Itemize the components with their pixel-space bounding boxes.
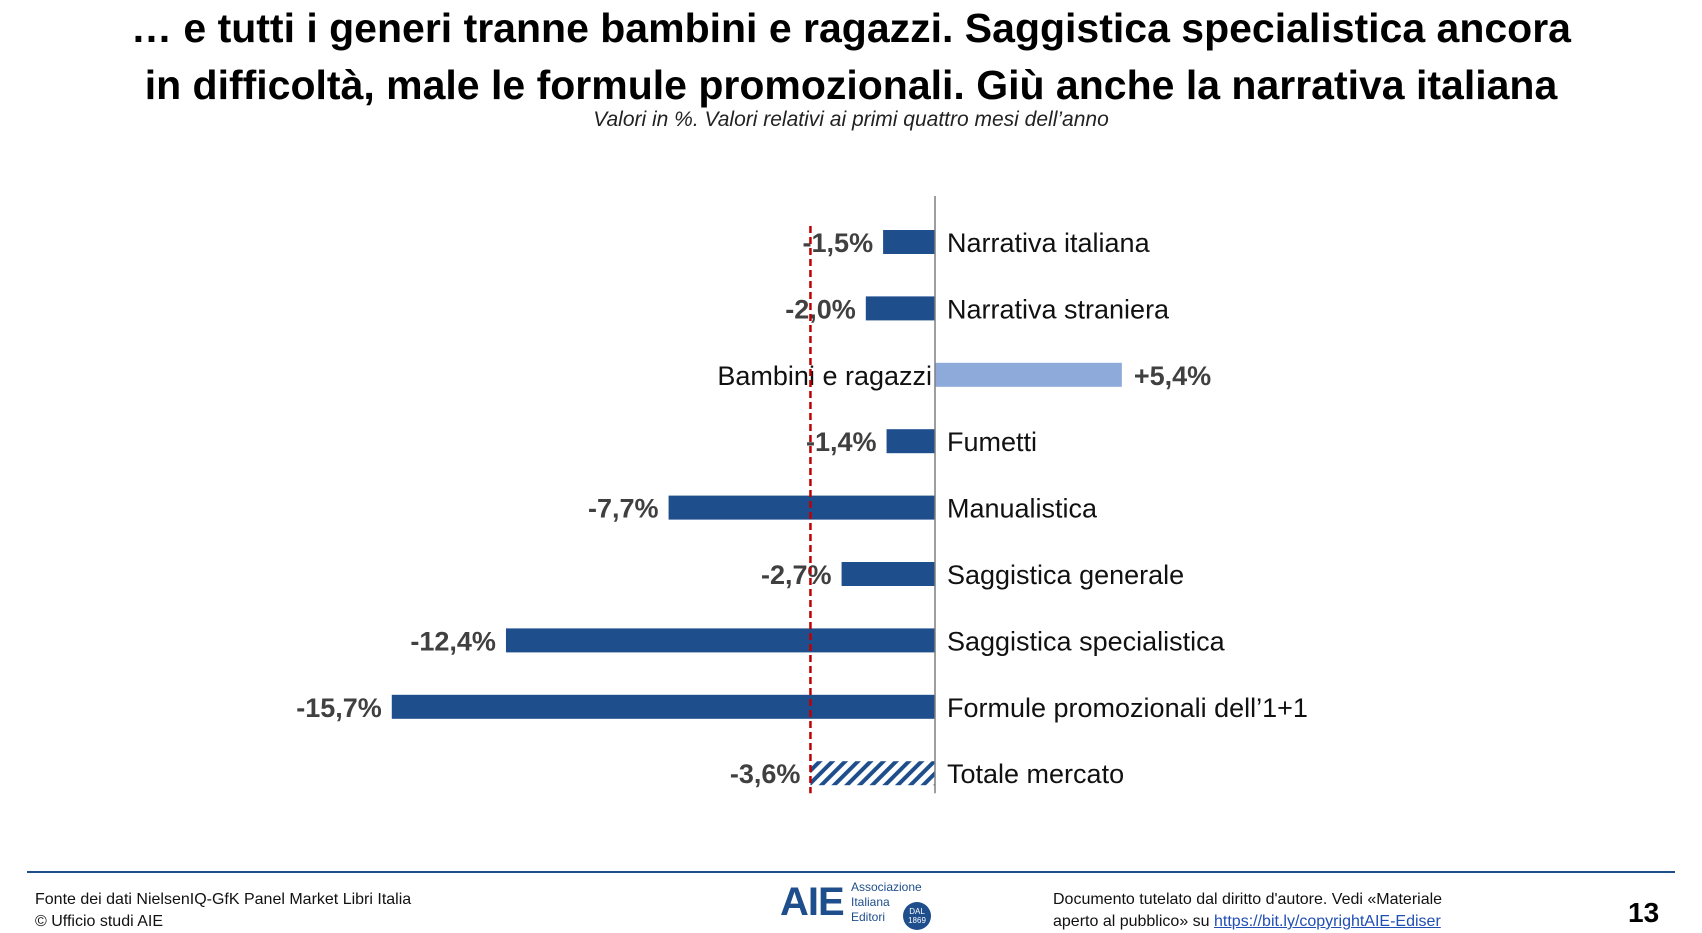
value-label-1: -2,0% — [785, 294, 856, 324]
logo-text: Associazione Italiana Editori — [851, 880, 922, 925]
bar-3 — [886, 429, 935, 454]
bar-1 — [865, 296, 935, 321]
copyright-notice: Documento tutelato dal diritto d'autore.… — [1053, 889, 1442, 933]
title-line-2: in difficoltà, male le formule promozion… — [144, 62, 1558, 108]
page-number: 13 — [1628, 897, 1660, 928]
footer-divider — [27, 871, 1675, 873]
bar-8 — [810, 761, 935, 786]
value-label-5: -2,7% — [761, 560, 832, 590]
aie-logo: AIE Associazione Italiana Editori DAL 18… — [780, 880, 940, 930]
category-label-7: Formule promozionali dell’1+1 — [947, 693, 1308, 723]
category-label-2: Bambini e ragazzi — [717, 361, 932, 391]
bar-4 — [668, 495, 935, 520]
logo-line-1: Associazione — [851, 880, 922, 894]
logo-line-3: Editori — [851, 910, 886, 924]
value-label-3: -1,4% — [806, 427, 877, 457]
footer-source: Fonte dei dati NielsenIQ-GfK Panel Marke… — [35, 889, 411, 933]
category-label-0: Narrativa italiana — [947, 228, 1151, 258]
logo-line-2: Italiana — [851, 895, 890, 909]
page-title: … e tutti i generi tranne bambini e raga… — [0, 0, 1702, 114]
value-label-7: -15,7% — [296, 693, 382, 723]
logo-mark: AIE — [780, 880, 845, 924]
bar-chart: -1,5% Narrativa italiana -2,0% Narrativa st… — [296, 196, 1308, 794]
copyright-line-1: Documento tutelato dal diritto d'autore.… — [1053, 891, 1443, 908]
chart-subtitle: Valori in %. Valori relativi ai primi qu… — [593, 108, 1109, 131]
badge-line-2: 1869 — [908, 916, 926, 925]
badge-line-1: DAL — [909, 907, 925, 916]
category-label-4: Manualistica — [947, 494, 1098, 524]
value-label-2: +5,4% — [1134, 361, 1211, 391]
copyright-owner: © Ufficio studi AIE — [35, 913, 163, 930]
category-label-5: Saggistica generale — [947, 560, 1184, 590]
category-label-8: Totale mercato — [947, 759, 1124, 789]
category-label-6: Saggistica specialistica — [947, 626, 1226, 656]
value-label-6: -12,4% — [410, 626, 496, 656]
bar-2 — [935, 362, 1122, 387]
category-label-3: Fumetti — [947, 427, 1037, 457]
source-line: Fonte dei dati NielsenIQ-GfK Panel Marke… — [35, 891, 412, 908]
copyright-line-2: aperto al pubblico» su https://bit.ly/co… — [1053, 911, 1442, 933]
value-label-8: -3,6% — [730, 759, 801, 789]
bar-6 — [505, 628, 935, 653]
category-label-1: Narrativa straniera — [947, 294, 1170, 324]
value-label-4: -7,7% — [588, 494, 659, 524]
logo-badge: DAL 1869 — [903, 902, 931, 930]
bar-7 — [391, 694, 935, 719]
bar-5 — [841, 562, 935, 586]
title-line-1: … e tutti i generi tranne bambini e raga… — [130, 5, 1571, 51]
bar-0 — [883, 230, 935, 254]
value-label-0: -1,5% — [803, 228, 874, 258]
